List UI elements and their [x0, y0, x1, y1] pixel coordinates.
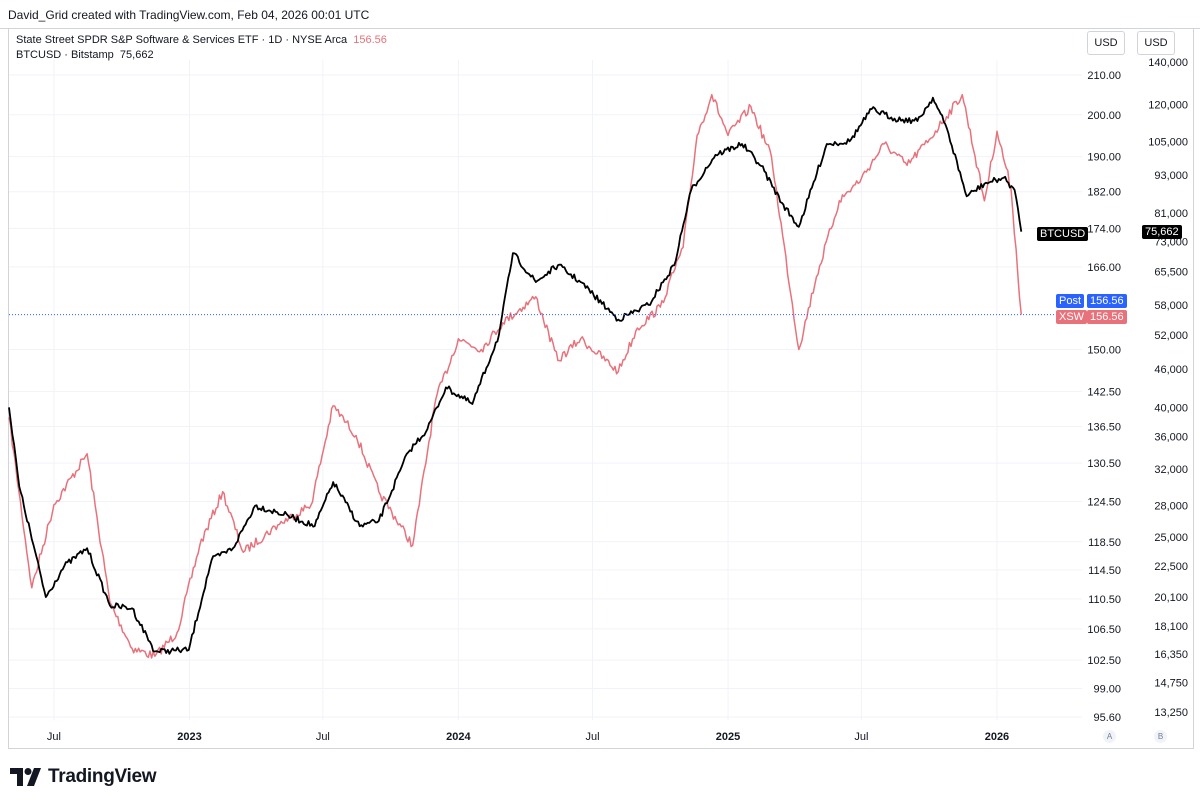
- post-price-tag: 156.56: [1087, 294, 1127, 308]
- left-axis-tick: 106.50: [1087, 624, 1121, 636]
- right-axis-tick: 14,750: [1154, 677, 1188, 689]
- legend-btc[interactable]: BTCUSD · Bitstamp 75,662: [16, 48, 387, 63]
- tradingview-logo-icon: [10, 768, 41, 786]
- x-axis-tick: Jul: [585, 731, 599, 743]
- left-axis-tick: 114.50: [1088, 565, 1121, 577]
- legend-xsw-value: 156.56: [353, 34, 387, 46]
- right-axis-tick: 13,250: [1154, 707, 1188, 719]
- right-axis-tick: 58,000: [1154, 300, 1188, 312]
- right-currency-button[interactable]: USD: [1137, 31, 1175, 55]
- left-currency-button[interactable]: USD: [1087, 31, 1125, 55]
- xsw-symbol-tag: XSW: [1056, 310, 1088, 324]
- post-tag: Post: [1056, 294, 1085, 308]
- right-axis-tick: 46,000: [1154, 364, 1188, 376]
- btc-symbol-tag: BTCUSD: [1037, 227, 1089, 241]
- right-axis-tick: 18,100: [1154, 621, 1188, 633]
- right-axis-tick: 120,000: [1148, 99, 1188, 111]
- x-axis-tick: 2023: [177, 731, 201, 743]
- left-axis-tick: 174.00: [1087, 223, 1121, 235]
- left-axis-tick: 182.00: [1087, 187, 1121, 199]
- legend: State Street SPDR S&P Software & Service…: [16, 33, 387, 63]
- right-axis-tick: 81,000: [1154, 208, 1188, 220]
- right-axis-tick: 20,100: [1154, 592, 1188, 604]
- x-axis-tick: Jul: [854, 731, 868, 743]
- left-axis-tick: 110.50: [1088, 594, 1121, 606]
- right-axis-tick: 73,000: [1154, 237, 1188, 249]
- right-axis-tick: 28,000: [1154, 501, 1188, 513]
- btc-price-tag: 75,662: [1142, 225, 1182, 239]
- x-axis-tick: Jul: [316, 731, 330, 743]
- auto-scale-button[interactable]: A: [1103, 730, 1116, 743]
- left-axis-tick: 130.50: [1087, 458, 1121, 470]
- x-axis-tick: 2025: [716, 731, 740, 743]
- attribution-text: David_Grid created with TradingView.com,…: [8, 8, 370, 22]
- tradingview-brand: TradingView: [10, 766, 157, 788]
- legend-btc-label: BTCUSD · Bitstamp: [16, 49, 114, 61]
- right-axis-tick: 22,500: [1154, 561, 1188, 573]
- x-axis-tick: 2026: [985, 731, 1009, 743]
- left-axis-tick: 210.00: [1087, 70, 1121, 82]
- left-axis-tick: 150.00: [1087, 345, 1121, 357]
- legend-xsw-label: State Street SPDR S&P Software & Service…: [16, 34, 348, 46]
- right-axis-tick: 52,000: [1154, 330, 1188, 342]
- left-axis-tick: 124.50: [1087, 497, 1121, 509]
- left-axis-tick: 118.50: [1088, 537, 1121, 549]
- legend-xsw[interactable]: State Street SPDR S&P Software & Service…: [16, 33, 387, 48]
- left-axis-tick: 142.50: [1087, 386, 1121, 398]
- attribution-bar: David_Grid created with TradingView.com,…: [0, 0, 1200, 29]
- chart-frame: [8, 28, 1194, 749]
- log-scale-button[interactable]: B: [1154, 730, 1167, 743]
- left-axis-tick: 166.00: [1087, 262, 1121, 274]
- x-axis-tick: 2024: [446, 731, 471, 743]
- left-axis-tick: 95.60: [1093, 712, 1121, 724]
- right-axis-tick: 105,000: [1148, 136, 1188, 148]
- right-axis-tick: 65,500: [1154, 266, 1188, 278]
- left-axis-tick: 102.50: [1087, 655, 1121, 667]
- brand-name: TradingView: [48, 766, 157, 787]
- right-axis-tick: 93,000: [1154, 170, 1188, 182]
- right-axis-tick: 40,000: [1154, 402, 1188, 414]
- left-axis-tick: 190.00: [1087, 152, 1121, 164]
- right-axis-tick: 140,000: [1148, 57, 1188, 69]
- right-axis-tick: 16,350: [1154, 649, 1188, 661]
- btc-series-line: [8, 96, 1023, 655]
- right-axis-tick: 25,000: [1154, 532, 1188, 544]
- legend-btc-value: 75,662: [119, 49, 154, 61]
- right-axis-tick: 32,000: [1154, 464, 1188, 476]
- right-axis-tick: 36,000: [1154, 431, 1188, 443]
- left-axis-tick: 136.50: [1087, 421, 1121, 433]
- left-axis-tick: 200.00: [1087, 110, 1121, 122]
- xsw-series-line: [8, 93, 1023, 659]
- x-axis-tick: Jul: [47, 731, 61, 743]
- left-axis-tick: 99.00: [1093, 683, 1121, 695]
- xsw-price-tag: 156.56: [1087, 310, 1127, 324]
